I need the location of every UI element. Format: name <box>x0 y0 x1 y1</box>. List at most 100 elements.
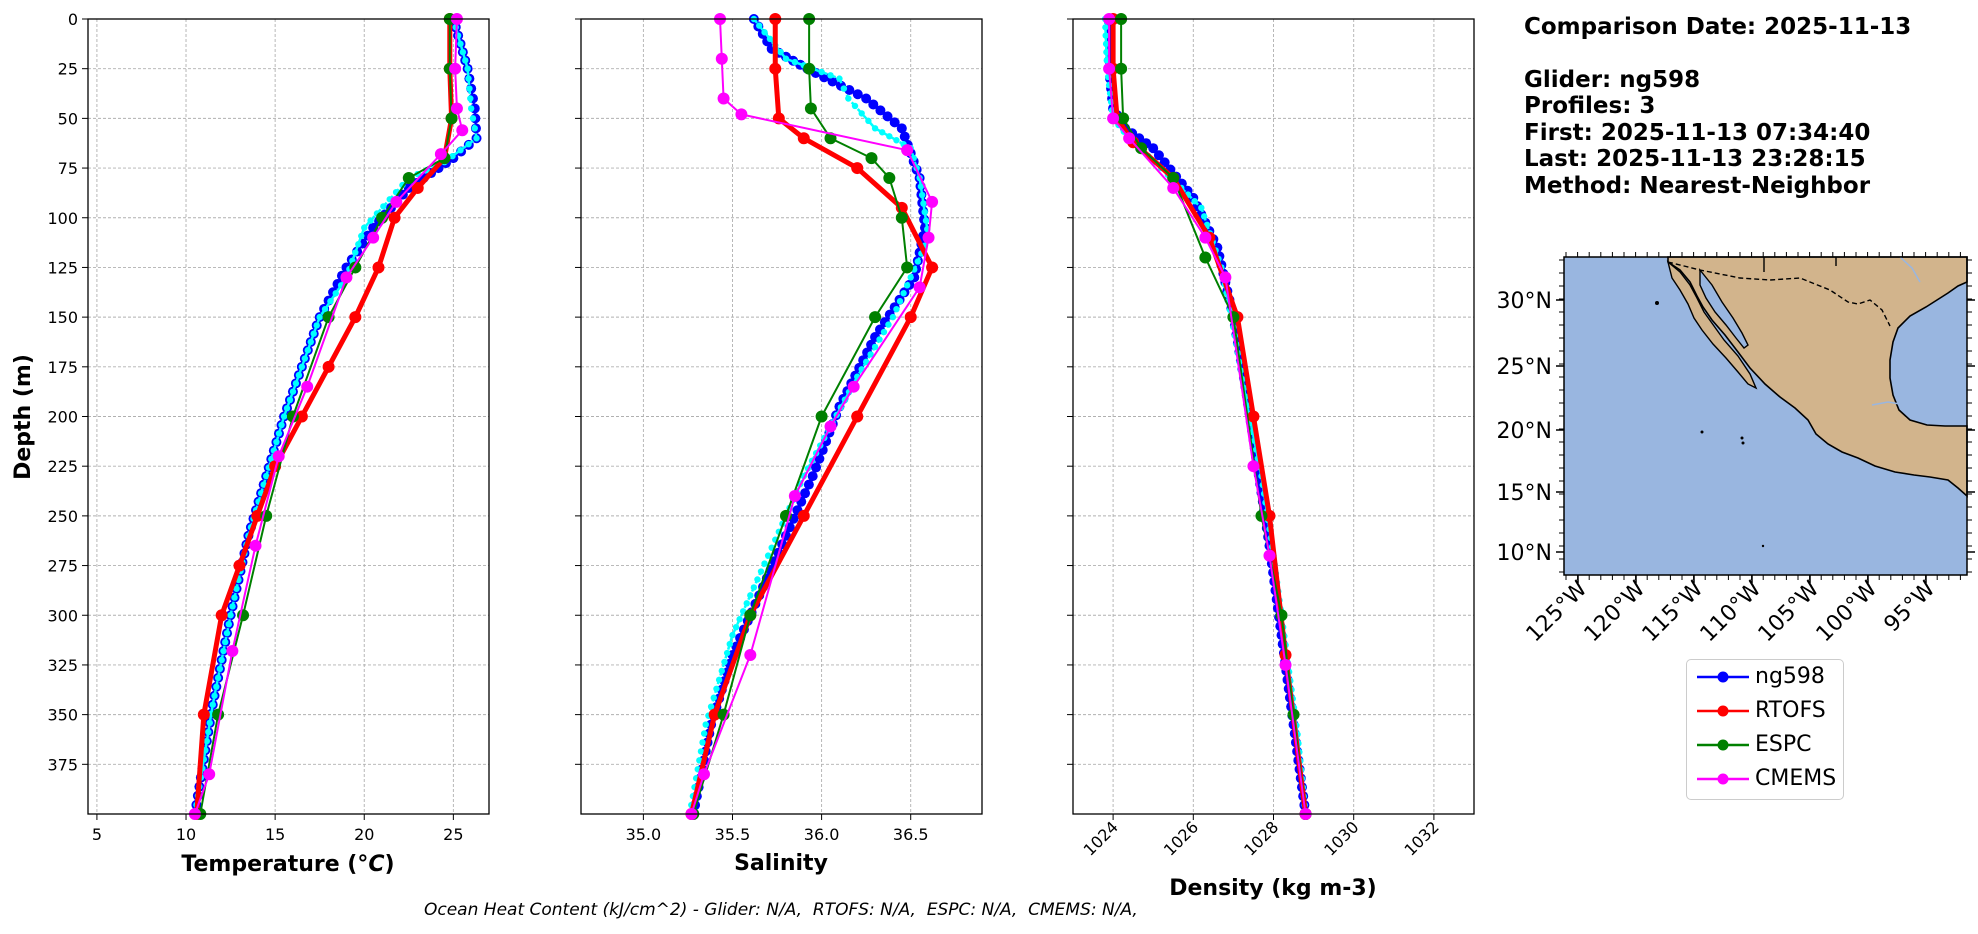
y-tick-label: 250 <box>47 507 78 526</box>
y-tick-label: 75 <box>58 159 78 178</box>
first-profile-time: First: 2025-11-13 07:34:40 <box>1524 119 1871 146</box>
data-point-ng598 <box>355 241 362 248</box>
data-point-ng598 <box>710 694 717 701</box>
map-lat-label: 15°N <box>1497 481 1552 506</box>
data-point-cmems <box>824 420 837 433</box>
data-point-ng598 <box>352 249 359 256</box>
data-point-espc <box>1227 311 1240 324</box>
data-point-ng598 <box>209 701 216 708</box>
legend-label: ng598 <box>1755 664 1825 689</box>
data-point-ng598 <box>332 290 339 297</box>
data-point-ng598 <box>889 313 897 321</box>
data-point-ng598 <box>868 99 879 110</box>
data-point-cmems <box>1199 231 1212 244</box>
data-point-ng598 <box>893 305 900 313</box>
data-point-ng598 <box>1191 197 1198 205</box>
data-point-ng598 <box>298 363 306 371</box>
map-river <box>1871 256 1921 406</box>
data-point-ng598 <box>732 623 740 631</box>
temperature-panel: 5 10 15 20 25 0 25 50 75 100 125 150 175 200 225 250 27… <box>11 10 490 877</box>
data-point-ng598 <box>791 58 799 66</box>
map-baja-peninsula <box>1666 260 1758 390</box>
data-point-ng598 <box>757 568 765 575</box>
data-point-rtofs <box>851 410 864 423</box>
data-point-ng598 <box>777 48 784 56</box>
data-point-cmems <box>715 52 728 65</box>
comparison-method: Method: Nearest-Neighbor <box>1524 172 1871 199</box>
data-point-ng598 <box>903 282 911 289</box>
y-tick-label: 150 <box>47 308 78 327</box>
data-point-ng598 <box>736 616 743 623</box>
data-point-rtofs <box>411 181 424 194</box>
data-point-espc <box>895 211 908 224</box>
map-lat-label: 30°N <box>1497 289 1552 314</box>
data-point-ng598 <box>260 481 267 488</box>
data-point-rtofs <box>851 162 864 175</box>
data-point-ng598 <box>867 351 874 358</box>
data-point-ng598 <box>465 75 472 82</box>
data-point-ng598 <box>889 117 900 128</box>
map-island <box>1700 430 1704 434</box>
data-point-ng598 <box>203 737 211 745</box>
data-point-cmems <box>301 380 314 393</box>
data-point-ng598 <box>286 396 294 404</box>
y-tick-label: 225 <box>47 457 78 476</box>
map-land <box>1667 256 1968 498</box>
data-point-ng598 <box>466 85 473 92</box>
data-point-ng598 <box>1153 150 1164 161</box>
map-lon-label: 110°W <box>1696 576 1767 647</box>
data-point-ng598 <box>803 479 814 490</box>
data-point-ng598 <box>743 600 750 607</box>
data-point-ng598 <box>899 131 910 142</box>
data-point-ng598 <box>321 305 329 313</box>
y-tick-label: 300 <box>47 606 78 625</box>
data-point-espc <box>445 112 458 125</box>
data-point-ng598 <box>852 89 863 100</box>
data-point-espc <box>744 609 757 622</box>
data-point-cmems <box>744 649 757 661</box>
y-tick-label: 25 <box>58 60 78 79</box>
data-point-cmems <box>367 231 380 244</box>
data-point-ng598 <box>761 560 768 567</box>
data-point-cmems <box>901 144 914 157</box>
data-point-cmems <box>913 281 926 294</box>
data-point-ng598 <box>851 102 859 110</box>
data-point-ng598 <box>893 137 900 144</box>
data-point-espc <box>1199 251 1212 264</box>
map-lon-label: 100°W <box>1812 576 1883 647</box>
data-point-ng598 <box>380 203 387 210</box>
data-point-cmems <box>1263 549 1276 562</box>
y-tick-label: 200 <box>47 408 78 427</box>
data-point-ng598 <box>327 298 334 305</box>
data-point-cmems <box>434 148 447 161</box>
data-point-ng598 <box>1103 48 1110 56</box>
legend-item-ng598: ng598 <box>1687 662 1843 692</box>
data-point-cmems <box>456 124 469 137</box>
data-point-ng598 <box>465 141 472 148</box>
data-point-cmems <box>1107 112 1120 125</box>
map-gulf-of-california <box>1699 268 1749 349</box>
y-tick-label: 125 <box>47 258 78 277</box>
data-point-ng598 <box>273 438 280 446</box>
data-point-ng598 <box>457 146 464 154</box>
data-point-rtofs <box>233 559 246 572</box>
data-point-ng598 <box>718 667 725 675</box>
data-point-rtofs <box>797 132 810 145</box>
data-point-rtofs <box>1247 410 1260 423</box>
data-point-ng598 <box>216 665 224 673</box>
data-point-ng598 <box>880 328 888 336</box>
data-point-rtofs <box>797 509 810 522</box>
data-point-cmems <box>1279 658 1292 671</box>
data-point-rtofs <box>904 311 917 324</box>
salinity-panel: 35.0 35.5 36.0 36.5 Salinity <box>575 13 983 876</box>
series-line-ng598 <box>193 18 478 815</box>
data-point-ng598 <box>766 35 774 43</box>
x-tick-label: 25 <box>443 825 463 844</box>
map-lat-label: 20°N <box>1497 419 1552 444</box>
data-point-ng598 <box>307 338 314 346</box>
depth-ylabel: Depth (m) <box>11 354 36 480</box>
map-lon-label: 105°W <box>1754 576 1825 647</box>
data-point-ng598 <box>213 683 220 690</box>
data-point-espc <box>803 62 816 75</box>
